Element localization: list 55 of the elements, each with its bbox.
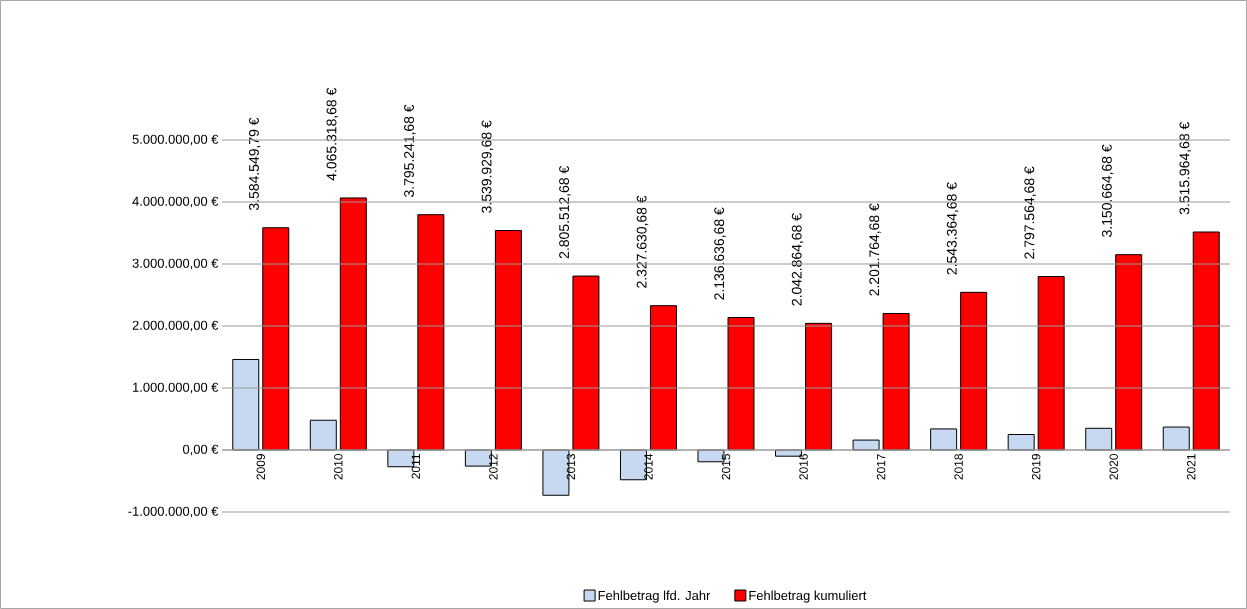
x-tick-label: 2019 bbox=[1031, 454, 1041, 480]
bar bbox=[339, 197, 367, 451]
x-tick-label: 2016 bbox=[799, 454, 808, 480]
data-label: 2.136.636,68 € bbox=[714, 207, 726, 300]
data-label: 3.795.241,68 € bbox=[404, 104, 416, 197]
data-label: 2.327.630,68 € bbox=[636, 195, 649, 288]
y-tick-label: 4.000.000,00 € bbox=[132, 196, 219, 208]
bar bbox=[882, 312, 910, 451]
bar bbox=[1085, 427, 1113, 451]
bar bbox=[232, 358, 260, 451]
y-tick-label: 3.000.000,00 € bbox=[132, 258, 219, 270]
bar bbox=[930, 428, 958, 451]
bar bbox=[960, 291, 988, 451]
bar bbox=[262, 227, 290, 451]
x-tick-label: 2014 bbox=[644, 453, 653, 480]
x-tick-label: 2011 bbox=[411, 454, 421, 479]
data-label: 4.065.318,68 € bbox=[326, 87, 339, 181]
bar bbox=[727, 317, 755, 451]
bar bbox=[572, 275, 600, 451]
x-tick-label: 2017 bbox=[876, 454, 886, 480]
bar bbox=[805, 322, 833, 451]
y-tick-label: 0,00 € bbox=[182, 444, 219, 456]
data-label: 3.150.664,68 € bbox=[1101, 144, 1114, 237]
data-label: 2.042.864,68 € bbox=[791, 213, 804, 306]
y-tick-label: -1.000.000,00 € bbox=[128, 506, 219, 518]
bar bbox=[1007, 434, 1035, 451]
x-tick-label: 2021 bbox=[1187, 454, 1196, 480]
bar bbox=[1192, 231, 1220, 451]
data-label: 3.539.929,68 € bbox=[481, 120, 494, 213]
x-tick-label: 2013 bbox=[566, 454, 576, 480]
x-tick-label: 2018 bbox=[954, 454, 963, 480]
data-label: 2.201.764,68 € bbox=[869, 203, 881, 296]
bar bbox=[649, 305, 677, 451]
bar bbox=[417, 214, 445, 451]
x-tick-label: 2020 bbox=[1109, 453, 1118, 480]
y-tick-label: 2.000.000,00 € bbox=[132, 320, 219, 332]
x-tick-label: 2010 bbox=[334, 453, 343, 480]
data-label: 3.515.964,68 € bbox=[1179, 121, 1191, 215]
data-label: 2.543.364,68 € bbox=[946, 182, 959, 275]
bar bbox=[494, 230, 522, 451]
y-tick-label: 1.000.000,00 € bbox=[133, 382, 219, 394]
y-tick-label: 5.000.000,00 € bbox=[132, 134, 219, 146]
data-label: 2.797.564,68 € bbox=[1024, 166, 1036, 259]
bar bbox=[852, 439, 880, 451]
x-tick-label: 2012 bbox=[489, 454, 498, 480]
bar bbox=[1162, 426, 1190, 451]
x-tick-label: 2009 bbox=[256, 454, 265, 480]
data-label: 2.805.512,68 € bbox=[559, 166, 571, 259]
bar bbox=[309, 419, 337, 451]
bar bbox=[1037, 276, 1065, 451]
x-tick-label: 2015 bbox=[721, 454, 731, 480]
data-label: 3.584.549,79 € bbox=[249, 117, 261, 211]
legend-label: Fehlbetrag lfd. Jahr bbox=[598, 590, 711, 603]
legend-label: Fehlbetrag kumuliert bbox=[749, 590, 867, 603]
bar bbox=[1115, 254, 1143, 451]
